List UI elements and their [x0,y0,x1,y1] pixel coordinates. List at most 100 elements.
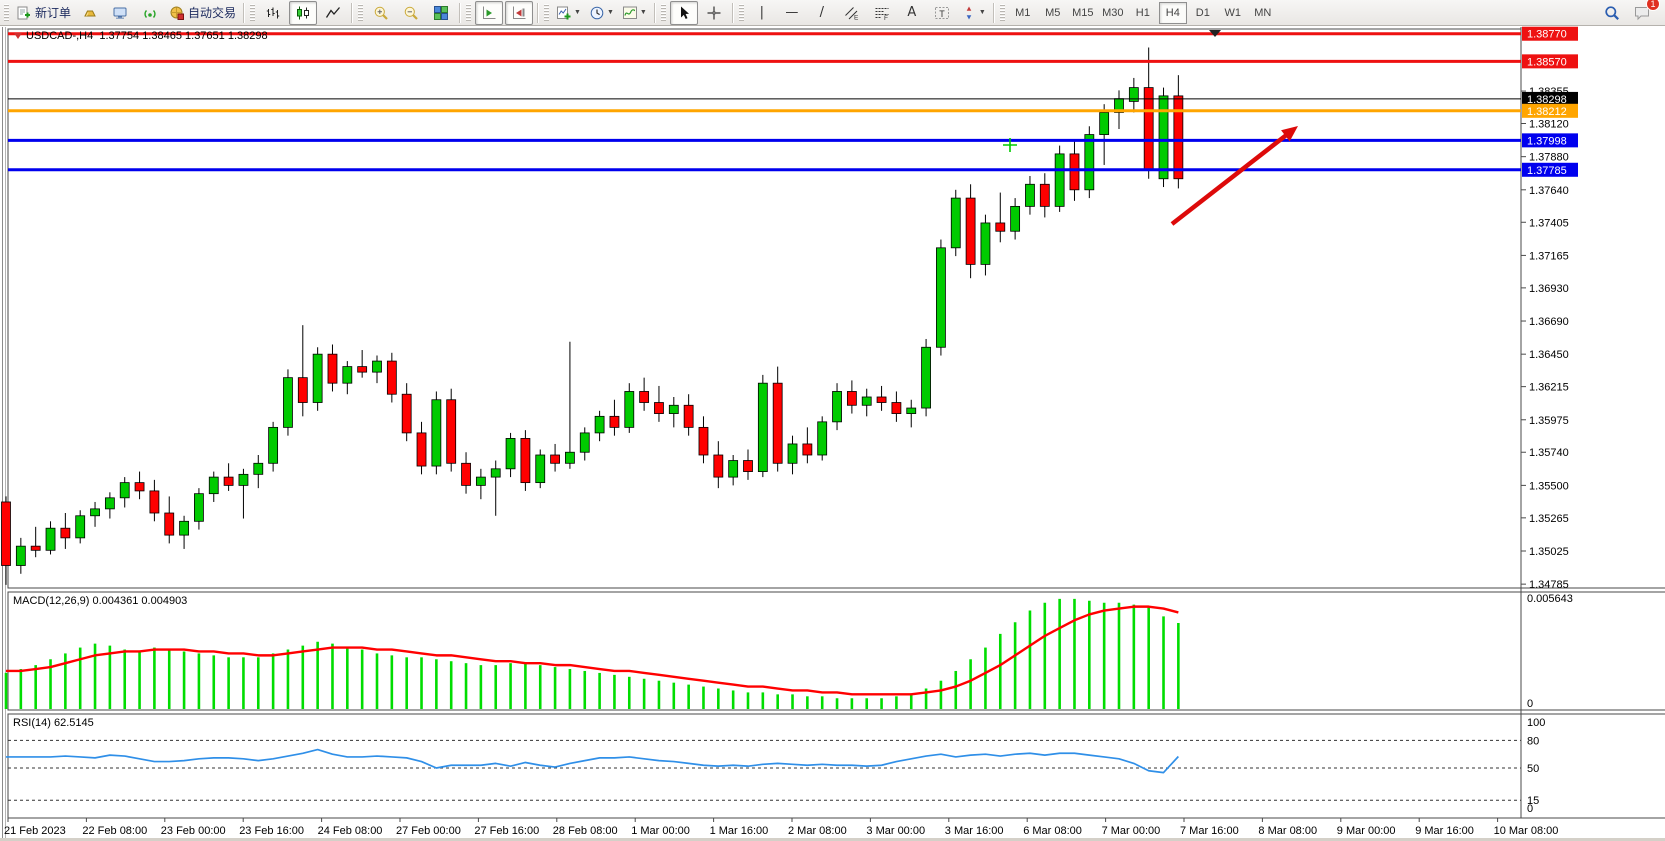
time-axis-label: 27 Feb 00:00 [396,825,461,837]
vertical-line-button[interactable]: | [759,5,765,20]
timeframe-m15-button[interactable]: M15 [1072,6,1094,19]
timeframe-h1-button[interactable]: H1 [1135,6,1150,19]
candle-up [75,515,86,539]
time-axis-label: 3 Mar 00:00 [866,825,925,837]
text-button[interactable]: A [907,5,917,20]
autotrade-icon [170,6,185,20]
candle-up [832,391,842,423]
linechart-icon [325,6,341,18]
time-axis-label: 23 Feb 00:00 [161,825,226,837]
market-watch-button[interactable] [106,1,134,25]
notifications-button[interactable]: 1 [1628,0,1660,25]
candle-down [401,393,412,434]
chart-symbol: USDCAD-,H4 [26,30,94,42]
price-badge [1522,162,1578,177]
price-axis-ticks[interactable]: 1.383551.381201.378801.376401.374051.371… [1521,86,1569,591]
toolbar-separator [653,2,656,23]
timeframe-d1-button[interactable]: D1 [1195,6,1210,19]
trendline-button[interactable]: / [819,5,825,20]
notification-badge: 1 [1646,0,1660,11]
toolbar-separator [459,2,462,23]
candle-up [1010,205,1021,232]
toolbar-drag-handle [544,3,550,22]
candle-up [119,482,130,499]
arrows-button[interactable]: ▼ [958,1,989,25]
search-button[interactable] [1598,1,1626,25]
price-badge-label: 1.38212 [1527,106,1567,118]
zoomout-icon [404,6,418,20]
zoom-in-button[interactable] [367,1,395,25]
new-chart-button[interactable]: ▼ [553,1,584,25]
main-chart-plot-area[interactable] [7,28,1522,589]
timeframe-m30-button[interactable]: M30 [1102,6,1124,19]
candle-down [743,460,753,472]
rsi-value: 62.5145 [53,717,94,729]
crosshair-button[interactable] [700,1,728,25]
zoom-out-button[interactable] [397,1,425,25]
candle-up [505,438,516,470]
candlestick-chart-button[interactable] [289,0,318,25]
price-tick-label: 1.36450 [1529,349,1569,361]
toolbar-separator [992,2,995,23]
auto-trading-button[interactable]: 自动交易 [166,1,239,25]
price-tick-label: 1.36215 [1529,382,1569,394]
auto-scroll-button[interactable] [475,0,504,25]
macd-histogram [4,598,1180,709]
price-badge [1522,54,1578,69]
candle-down [149,490,160,514]
new-order-button[interactable]: 新订单 [13,1,74,25]
zoomin-icon [374,6,388,20]
time-axis-label: 7 Mar 16:00 [1180,825,1239,837]
bar-chart-button[interactable] [259,1,287,25]
tile-windows-button[interactable] [427,1,455,25]
timeframe-h4-button[interactable]: H4 [1158,1,1187,24]
macd-panel-plot-area[interactable] [7,591,1522,711]
candle-up [194,493,204,522]
chart-gold-button[interactable] [76,1,104,25]
time-axis[interactable]: 21 Feb 2023 22 Feb 08:00 23 Feb 00:00 23 Fe… [4,818,1558,837]
candle-up [1158,95,1169,180]
fibonacci-button[interactable]: F [868,1,896,25]
candle-up [787,443,798,464]
price-badge-label: 1.38770 [1527,29,1567,41]
candle-up [342,366,353,384]
candle-down [446,399,457,464]
indicators-button[interactable]: ▼ [619,1,650,25]
timeframe-m1-button[interactable]: M1 [1015,6,1031,19]
channel-icon: E [844,6,859,21]
candle-up [1054,153,1065,207]
price-level-lines[interactable]: 1.387701.385701.382981.382121.379981.377… [8,26,1578,177]
timeframe-w1-button[interactable]: W1 [1224,6,1242,19]
time-axis-label: 10 Mar 08:00 [1494,825,1559,837]
time-axis-label: 6 Mar 08:00 [1023,825,1082,837]
arrows-icon [966,6,972,19]
text-label-button[interactable]: T [928,1,956,25]
toolbar-drag-handle [999,3,1005,22]
candle-up [268,426,279,464]
trend-arrow[interactable] [1170,131,1290,226]
candle-down [639,391,650,403]
price-tick-label: 1.35500 [1529,480,1569,492]
newchart-icon [557,6,571,19]
rsi-panel-plot-area[interactable] [7,713,1522,819]
candle-up [535,454,546,484]
periods-button[interactable]: ▼ [586,1,617,25]
line-chart-button[interactable] [319,1,347,25]
candle-up [104,497,115,510]
signals-button[interactable] [136,1,164,25]
candle-down [802,443,813,456]
ohlc-low: 1.37651 [185,30,225,42]
monitor-icon [113,7,127,19]
candle-down [520,438,531,484]
candle-down [1173,95,1184,180]
candle-down [30,545,41,551]
cursor-button[interactable] [669,0,698,25]
horizontal-line-button[interactable]: — [785,5,799,20]
chart-shift-marker[interactable] [1209,30,1221,37]
equidistant-channel-button[interactable]: E [838,1,866,25]
timeframe-mn-button[interactable]: MN [1254,6,1272,19]
toolbar-separator [351,2,354,23]
chart-shift-button[interactable] [505,0,534,25]
price-tick-label: 1.37640 [1529,185,1569,197]
timeframe-m5-button[interactable]: M5 [1045,6,1061,19]
